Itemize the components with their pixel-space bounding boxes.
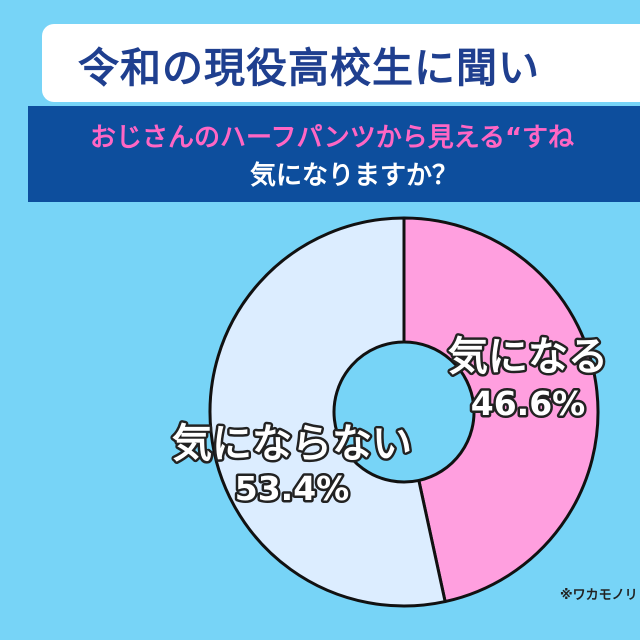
- source-note: ※ワカモノリ: [560, 588, 638, 603]
- donut-slice-1: [208, 216, 447, 608]
- question-text-line2: 気になりますか？: [250, 161, 459, 191]
- slices-group: [208, 216, 600, 608]
- question-band: [28, 106, 640, 202]
- slice-value-kininaranai: 53.4%: [235, 469, 350, 508]
- donut-slice-0: [402, 216, 600, 604]
- question-text-line1: おじさんのハーフパンツから見える“すね: [90, 123, 575, 153]
- title-box: [42, 24, 640, 102]
- slice-label-kininaranai: 気にならない: [172, 421, 412, 467]
- page-title: 令和の現役高校生に聞い: [78, 44, 540, 92]
- slice-label-kininaru: 気になる: [448, 334, 608, 380]
- slice-value-kininaru: 46.6%: [471, 384, 586, 423]
